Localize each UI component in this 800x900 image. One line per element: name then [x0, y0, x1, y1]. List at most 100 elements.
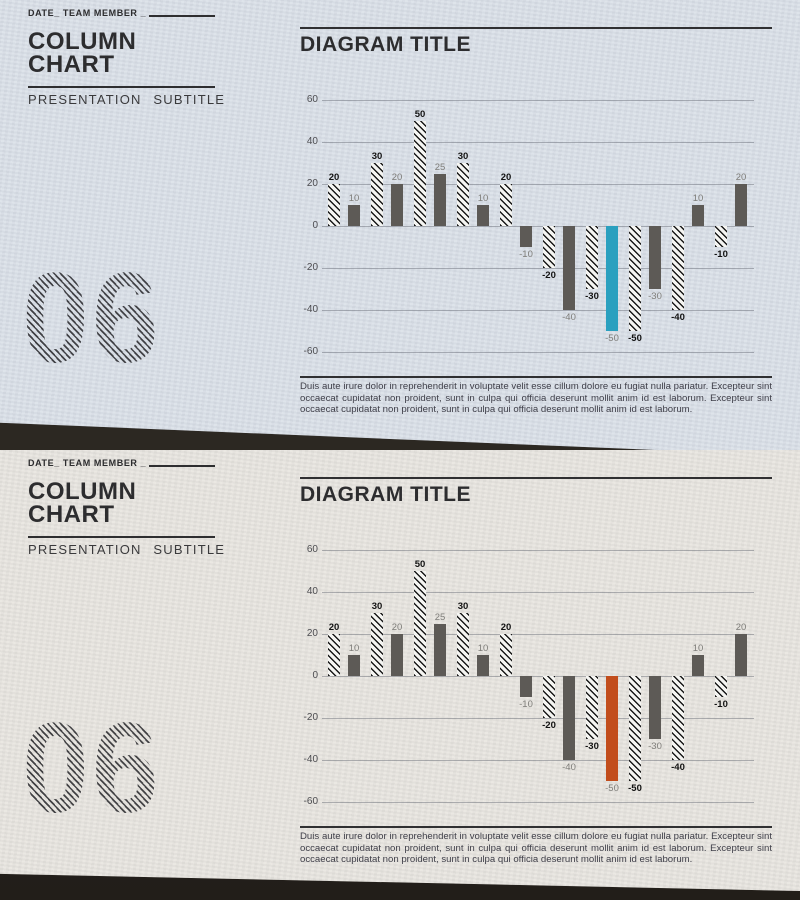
gridline--20	[322, 268, 754, 269]
y-tick-label: 20	[306, 628, 318, 639]
y-tick-label: 60	[306, 544, 318, 555]
bar-value-label: 10	[348, 643, 360, 654]
bar-solid-5	[520, 226, 532, 247]
slide-1: DATE_ TEAM MEMBER _ COLUMN CHART PRESENT…	[0, 0, 800, 456]
bar-hatched-5	[500, 184, 512, 226]
bar-solid-9	[692, 655, 704, 676]
bar-value-label: -40	[562, 312, 576, 323]
bar-value-label: 10	[477, 643, 489, 654]
slide-subtitle: PRESENTATION SUBTITLE	[28, 92, 226, 107]
bar-value-label: 10	[692, 643, 704, 654]
meta-row: DATE_ TEAM MEMBER _	[28, 458, 215, 468]
bar-value-label: 20	[328, 622, 340, 633]
bar-hatched-3	[414, 571, 426, 676]
bar-hatched-2	[371, 163, 383, 226]
bar-hatched-10	[715, 676, 727, 697]
gridline--60	[322, 802, 754, 803]
bar-value-label: 10	[692, 193, 704, 204]
bar-solid-2	[391, 184, 403, 226]
bar-solid-6	[563, 676, 575, 760]
bar-value-label: -50	[628, 333, 642, 344]
bar-value-label: 30	[371, 151, 383, 162]
bar-value-label: 20	[391, 622, 403, 633]
meta-label: DATE_ TEAM MEMBER _	[28, 458, 147, 468]
gridline-60	[322, 550, 754, 551]
bar-solid-10	[735, 634, 747, 676]
bar-solid-3	[434, 173, 446, 226]
y-tick-label: 40	[306, 586, 318, 597]
y-tick-label: -20	[303, 712, 318, 723]
bar-value-label: -20	[542, 270, 556, 281]
bar-value-label: -30	[648, 291, 662, 302]
gridline--40	[322, 760, 754, 761]
diagram-header-rule	[300, 477, 772, 479]
bar-value-label: 30	[457, 601, 469, 612]
bar-value-label: 30	[457, 151, 469, 162]
bar-solid-1	[348, 205, 360, 226]
slide-title: COLUMN CHART	[28, 478, 137, 528]
gridline-0	[322, 226, 754, 227]
diagram-title: DIAGRAM TITLE	[300, 33, 471, 56]
bar-hatched-1	[328, 634, 340, 676]
bar-hatched-6	[543, 676, 555, 718]
y-tick-label: 20	[306, 178, 318, 189]
bar-solid-9	[692, 205, 704, 226]
bar-hatched-3	[414, 121, 426, 226]
slide-title: COLUMN CHART	[28, 28, 137, 77]
bar-value-label: 50	[414, 559, 426, 570]
slide-subtitle: PRESENTATION SUBTITLE	[28, 542, 226, 557]
bar-value-label: 50	[414, 109, 426, 120]
meta-rule	[149, 465, 215, 467]
bar-solid-7	[606, 676, 618, 781]
bar-value-label: -40	[671, 312, 685, 323]
gridline--60	[322, 352, 754, 353]
bar-value-label: 20	[735, 172, 747, 183]
bar-hatched-8	[629, 676, 641, 781]
gridline-40	[322, 592, 754, 593]
bar-hatched-6	[543, 226, 555, 268]
bar-value-label: 20	[735, 622, 747, 633]
bar-hatched-4	[457, 163, 469, 226]
bar-solid-2	[391, 634, 403, 676]
bar-value-label: -50	[605, 333, 619, 344]
gridline-20	[322, 184, 754, 185]
bar-value-label: -20	[542, 720, 556, 731]
diagram-title: DIAGRAM TITLE	[300, 483, 471, 506]
slide-title-line1: COLUMN	[28, 478, 137, 505]
bar-value-label: 30	[371, 601, 383, 612]
bar-value-label: -50	[628, 783, 642, 794]
bar-value-label: -40	[671, 762, 685, 773]
y-tick-label: -60	[303, 796, 318, 807]
y-tick-label: 40	[306, 136, 318, 147]
slide-2: DATE_ TEAM MEMBER _ COLUMN CHART PRESENT…	[0, 450, 800, 891]
bar-solid-4	[477, 205, 489, 226]
bar-solid-3	[434, 623, 446, 676]
y-tick-label: -20	[303, 262, 318, 273]
slide-title-line2: CHART	[28, 501, 115, 528]
bar-value-label: -10	[519, 699, 533, 710]
bar-value-label: 10	[348, 193, 360, 204]
bar-value-label: -30	[585, 291, 599, 302]
gridline-40	[322, 142, 754, 143]
bar-solid-5	[520, 676, 532, 697]
bar-value-label: -30	[585, 741, 599, 752]
bar-hatched-8	[629, 226, 641, 331]
meta-rule	[149, 15, 215, 17]
bar-value-label: 20	[500, 172, 512, 183]
subtitle-rule	[28, 86, 215, 88]
bar-value-label: 20	[328, 172, 340, 183]
bar-hatched-2	[371, 613, 383, 676]
bar-value-label: 20	[500, 622, 512, 633]
meta-row: DATE_ TEAM MEMBER _	[28, 8, 215, 18]
bar-value-label: -40	[562, 762, 576, 773]
subtitle-rule	[28, 536, 215, 538]
diagram-header-rule	[300, 27, 772, 29]
body-text: Duis aute irure dolor in reprehenderit i…	[300, 831, 772, 866]
slide-number: 06	[22, 697, 162, 840]
bar-hatched-4	[457, 613, 469, 676]
bar-hatched-7	[586, 676, 598, 739]
slide-title-line1: COLUMN	[28, 28, 137, 55]
bar-solid-10	[735, 184, 747, 226]
body-text: Duis aute irure dolor in reprehenderit i…	[300, 381, 772, 416]
